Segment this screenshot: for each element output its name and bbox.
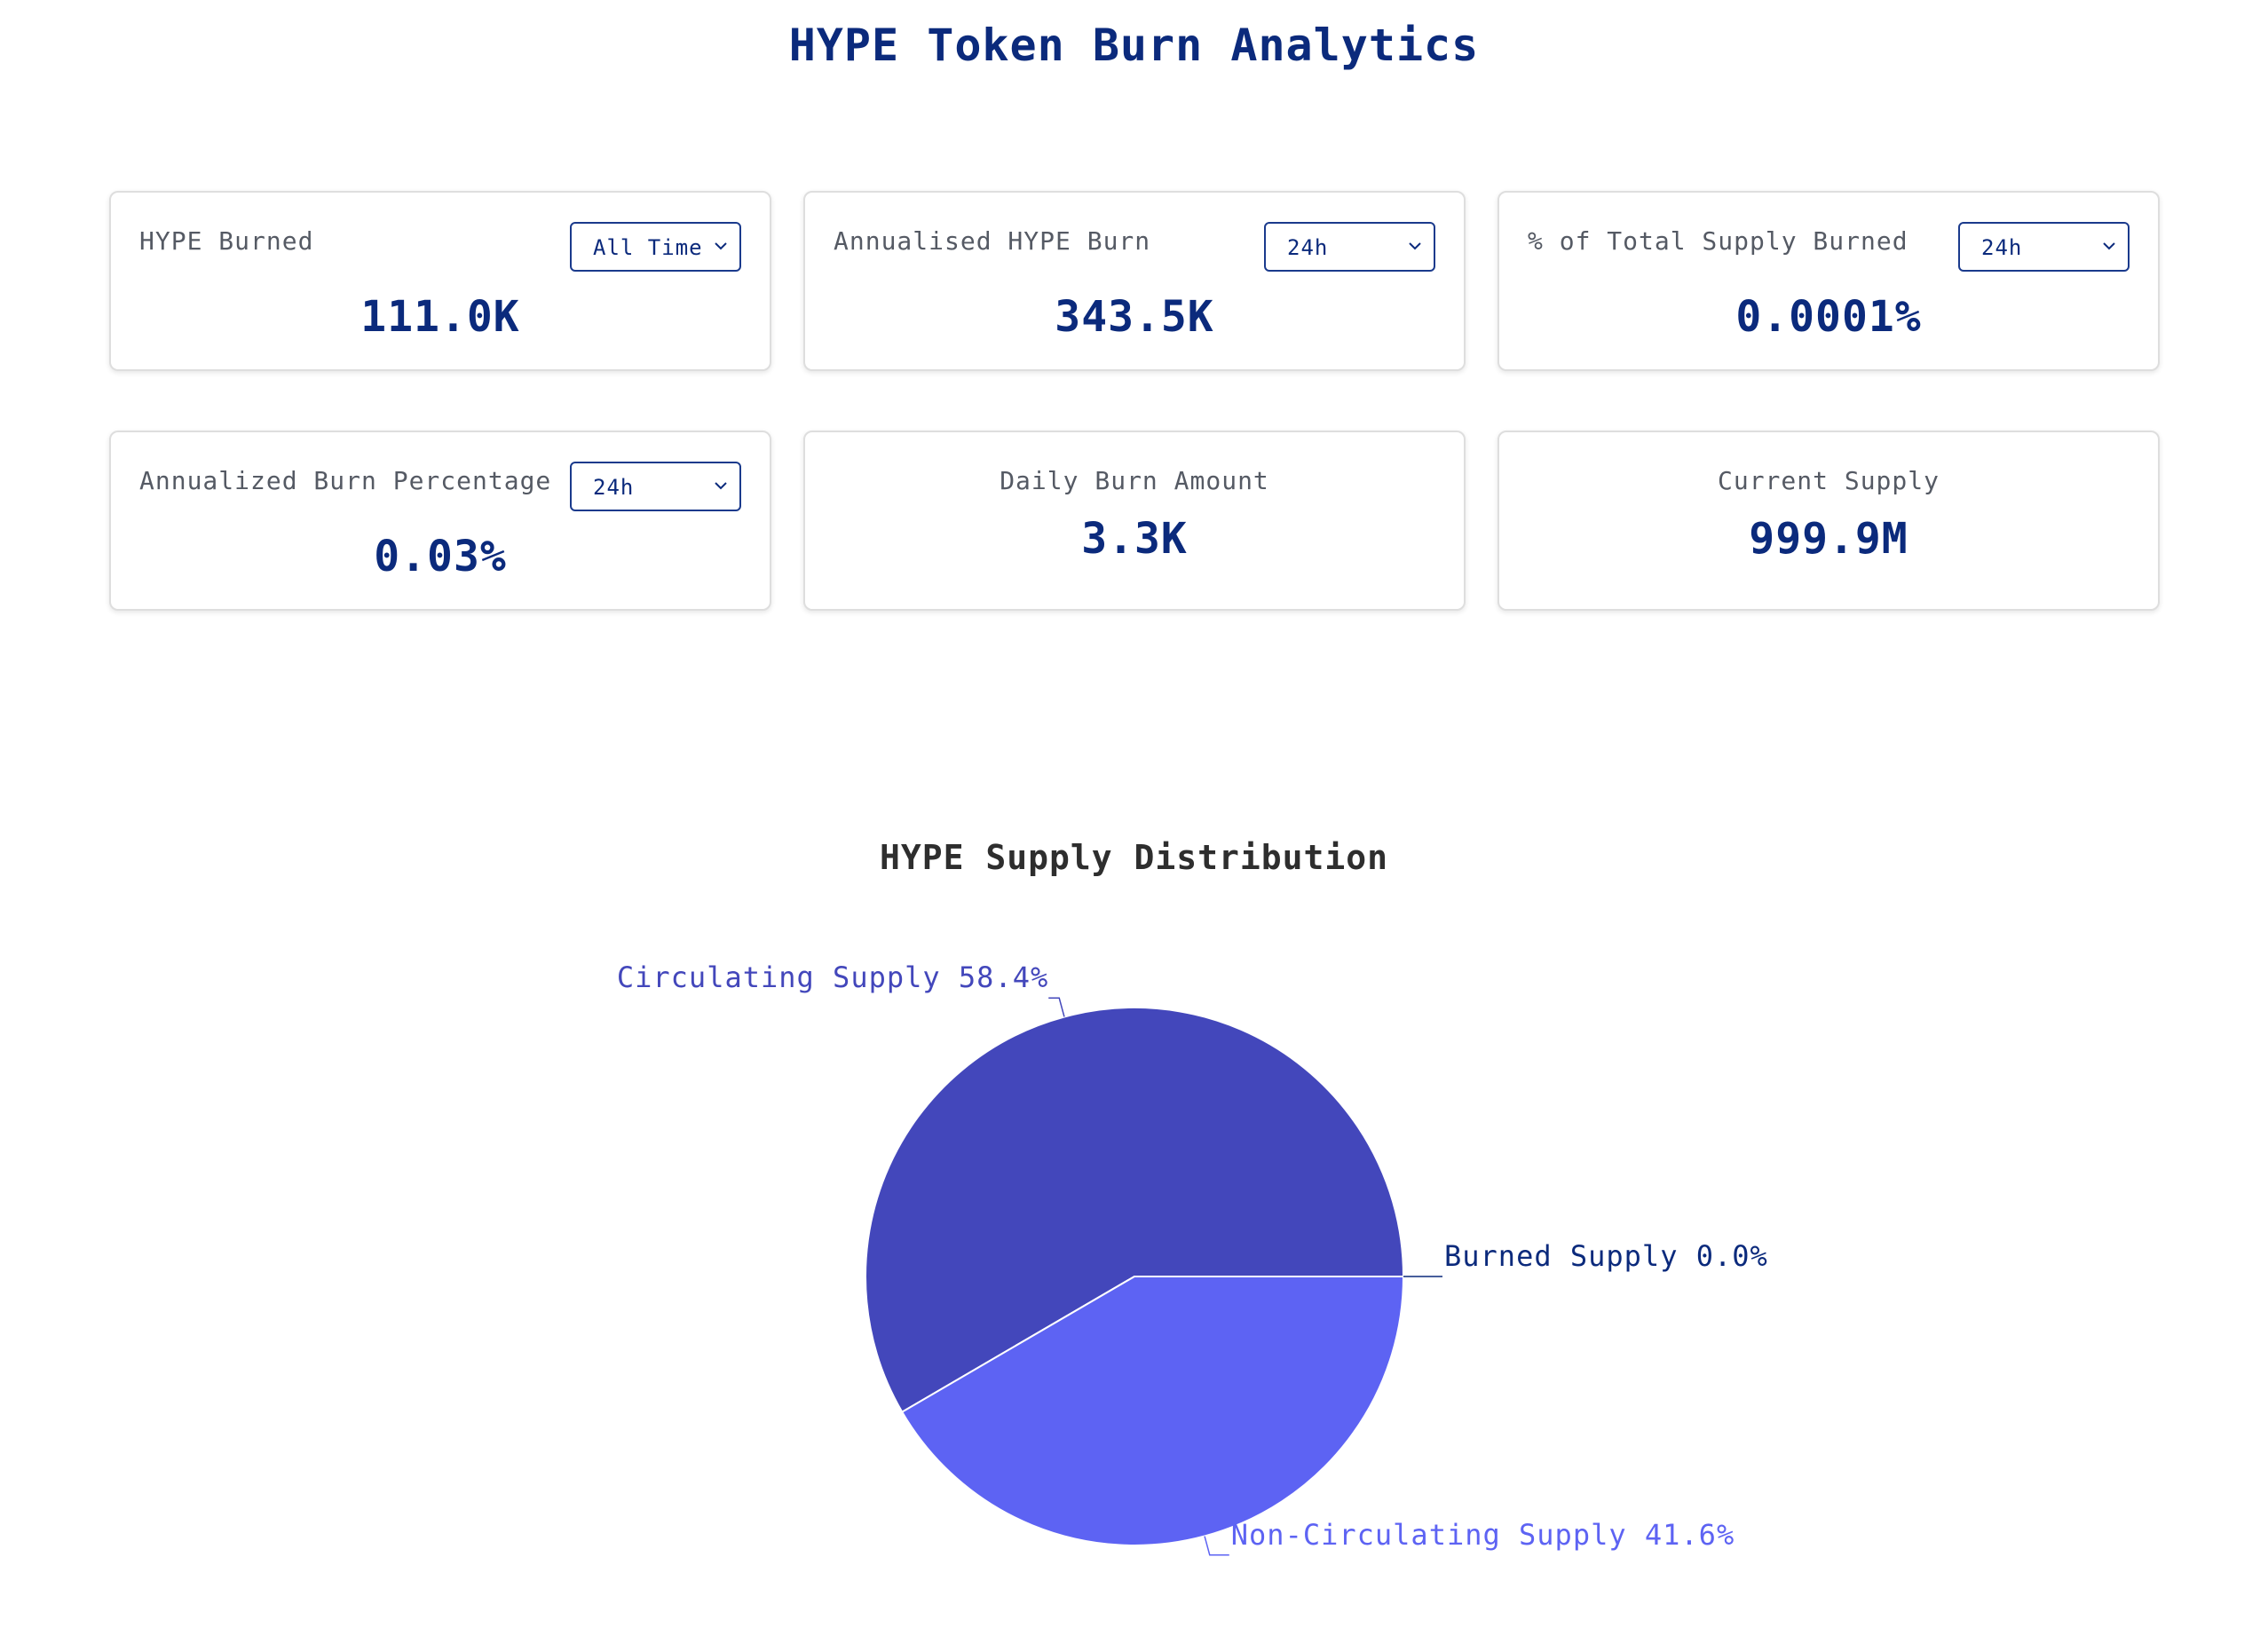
card-label: Daily Burn Amount [1000, 466, 1269, 495]
card-annualised-burn: Annualised HYPE Burn 24h 343.5K [803, 191, 1466, 371]
card-label: Current Supply [1717, 466, 1940, 495]
pie-slice-non-circulating-supply[interactable] [900, 1276, 1405, 1547]
chevron-down-icon [715, 242, 727, 250]
chart-title: HYPE Supply Distribution [879, 838, 1389, 877]
card-value: 999.9M [1749, 514, 1908, 564]
select-value: All Time [593, 235, 703, 260]
card-label: Annualised HYPE Burn [834, 226, 1151, 256]
card-supply-burned-percent: % of Total Supply Burned 24h 0.0001% [1498, 191, 2160, 371]
timeframe-select-annualized-percentage[interactable]: 24h [570, 462, 741, 511]
card-hype-burned: HYPE Burned All Time 111.0K [109, 191, 771, 371]
select-value: 24h [1981, 235, 2023, 260]
card-value: 3.3K [1081, 514, 1188, 564]
card-label: Annualized Burn Percentage [139, 466, 552, 495]
card-value: 343.5K [1055, 292, 1214, 342]
chevron-down-icon [2103, 242, 2115, 250]
card-annualized-burn-percentage: Annualized Burn Percentage 24h 0.03% [109, 431, 771, 611]
timeframe-select-annualised-burn[interactable]: 24h [1264, 222, 1435, 272]
select-value: 24h [1287, 235, 1329, 260]
card-label: HYPE Burned [139, 226, 314, 256]
chevron-down-icon [715, 482, 727, 490]
pie-slice-circulating-supply[interactable] [865, 1007, 1405, 1413]
card-current-supply: Current Supply 999.9M [1498, 431, 2160, 611]
pie-leader-line-non-circulating-supply [1204, 1536, 1229, 1556]
card-value: 0.03% [374, 532, 507, 581]
card-daily-burn-amount: Daily Burn Amount 3.3K [803, 431, 1466, 611]
metric-cards: HYPE Burned All Time 111.0K Annualised H… [109, 191, 2160, 611]
pie-label-non-circulating-supply: Non-Circulating Supply 41.6% [1230, 1517, 1735, 1552]
page-title: HYPE Token Burn Analytics [788, 20, 1480, 71]
card-value: 0.0001% [1735, 292, 1922, 342]
pie-label-circulating-supply: Circulating Supply 58.4% [616, 960, 1049, 995]
chevron-down-icon [1409, 242, 1421, 250]
card-value: 111.0K [360, 292, 520, 342]
select-value: 24h [593, 475, 635, 500]
card-label: % of Total Supply Burned [1528, 226, 1908, 256]
pie-label-burned-supply: Burned Supply 0.0% [1444, 1239, 1768, 1273]
timeframe-select-supply-burned[interactable]: 24h [1958, 222, 2130, 272]
timeframe-select-hype-burned[interactable]: All Time [570, 222, 741, 272]
pie-leader-line-circulating-supply [1048, 997, 1065, 1017]
